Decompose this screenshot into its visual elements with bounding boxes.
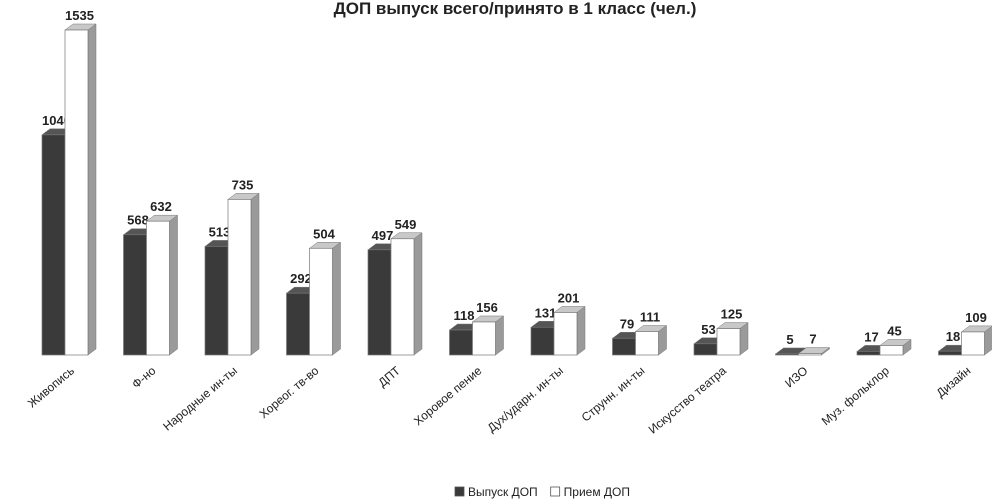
x-tick-label: Народные ин-ты	[160, 364, 240, 434]
bar	[775, 353, 799, 356]
x-tick-label: Искусство театра	[646, 363, 729, 436]
bar	[367, 249, 392, 356]
value-label: 497	[372, 228, 394, 243]
bar	[64, 29, 89, 356]
x-tick-label: Хореог. тв-во	[257, 363, 322, 421]
x-tick-label: Дух/ударн. ин-ты	[485, 364, 566, 435]
bar-side	[250, 192, 260, 356]
value-label: 118	[454, 308, 475, 323]
bar	[123, 234, 147, 356]
bar	[204, 246, 229, 356]
bar	[798, 353, 822, 356]
value-label: 504	[313, 226, 335, 241]
bar	[553, 312, 578, 356]
bar	[449, 329, 473, 356]
bar	[693, 343, 718, 356]
x-tick-label: Струнн. ин-ты	[579, 364, 648, 425]
bar-side	[576, 305, 586, 356]
bar	[938, 350, 962, 356]
x-tick-label: Хоровое пение	[411, 363, 485, 428]
bar-side	[169, 214, 178, 356]
value-label: 513	[209, 224, 231, 239]
value-label: 568	[127, 213, 149, 228]
x-tick-label: Живопись	[25, 364, 77, 411]
value-label: 201	[558, 290, 580, 305]
bar-side	[332, 241, 341, 356]
bar	[390, 238, 415, 356]
bar	[635, 331, 659, 356]
chart-title: ДОП выпуск всего/принято в 1 класс (чел.…	[334, 0, 697, 18]
bar	[227, 199, 252, 356]
x-tick-label: ИЗО	[782, 364, 810, 391]
x-tick-label: Дизайн	[934, 364, 974, 401]
value-label: 292	[290, 271, 312, 286]
value-label: 125	[721, 307, 743, 322]
x-tick-label: ДПТ	[375, 363, 403, 390]
value-label: 111	[640, 309, 660, 324]
value-label: 45	[887, 323, 901, 338]
value-label: 53	[701, 322, 715, 337]
bar	[716, 328, 741, 356]
value-label: 17	[864, 329, 878, 344]
bar	[146, 220, 170, 356]
value-label: 156	[476, 300, 498, 315]
value-label: 18	[946, 329, 960, 344]
value-label: 109	[965, 310, 987, 325]
bar	[961, 331, 985, 356]
value-label: 735	[232, 177, 254, 192]
value-label: 131	[535, 305, 557, 320]
bar	[41, 134, 66, 356]
bar-side	[495, 315, 504, 356]
bar	[856, 351, 881, 356]
x-tick-label: Муз. фольклор	[819, 363, 892, 428]
value-label: 1040	[42, 113, 71, 128]
value-label: 7	[809, 332, 816, 347]
value-label: 1535	[65, 8, 94, 23]
legend-swatch	[550, 486, 561, 497]
bar	[612, 337, 636, 356]
legend-label: Прием ДОП	[564, 485, 630, 499]
bar	[309, 247, 333, 356]
bar	[472, 321, 496, 356]
bar-side	[413, 232, 423, 356]
value-label: 549	[395, 217, 417, 232]
value-label: 79	[620, 316, 634, 331]
legend-swatch	[454, 486, 465, 497]
bar	[879, 345, 904, 356]
value-label: 632	[150, 199, 172, 214]
x-tick-label: Ф-но	[129, 363, 158, 391]
value-label: 5	[786, 332, 793, 347]
bar-side	[87, 23, 97, 356]
bar	[530, 326, 555, 356]
legend-label: Выпуск ДОП	[468, 485, 538, 499]
bar	[286, 292, 310, 356]
